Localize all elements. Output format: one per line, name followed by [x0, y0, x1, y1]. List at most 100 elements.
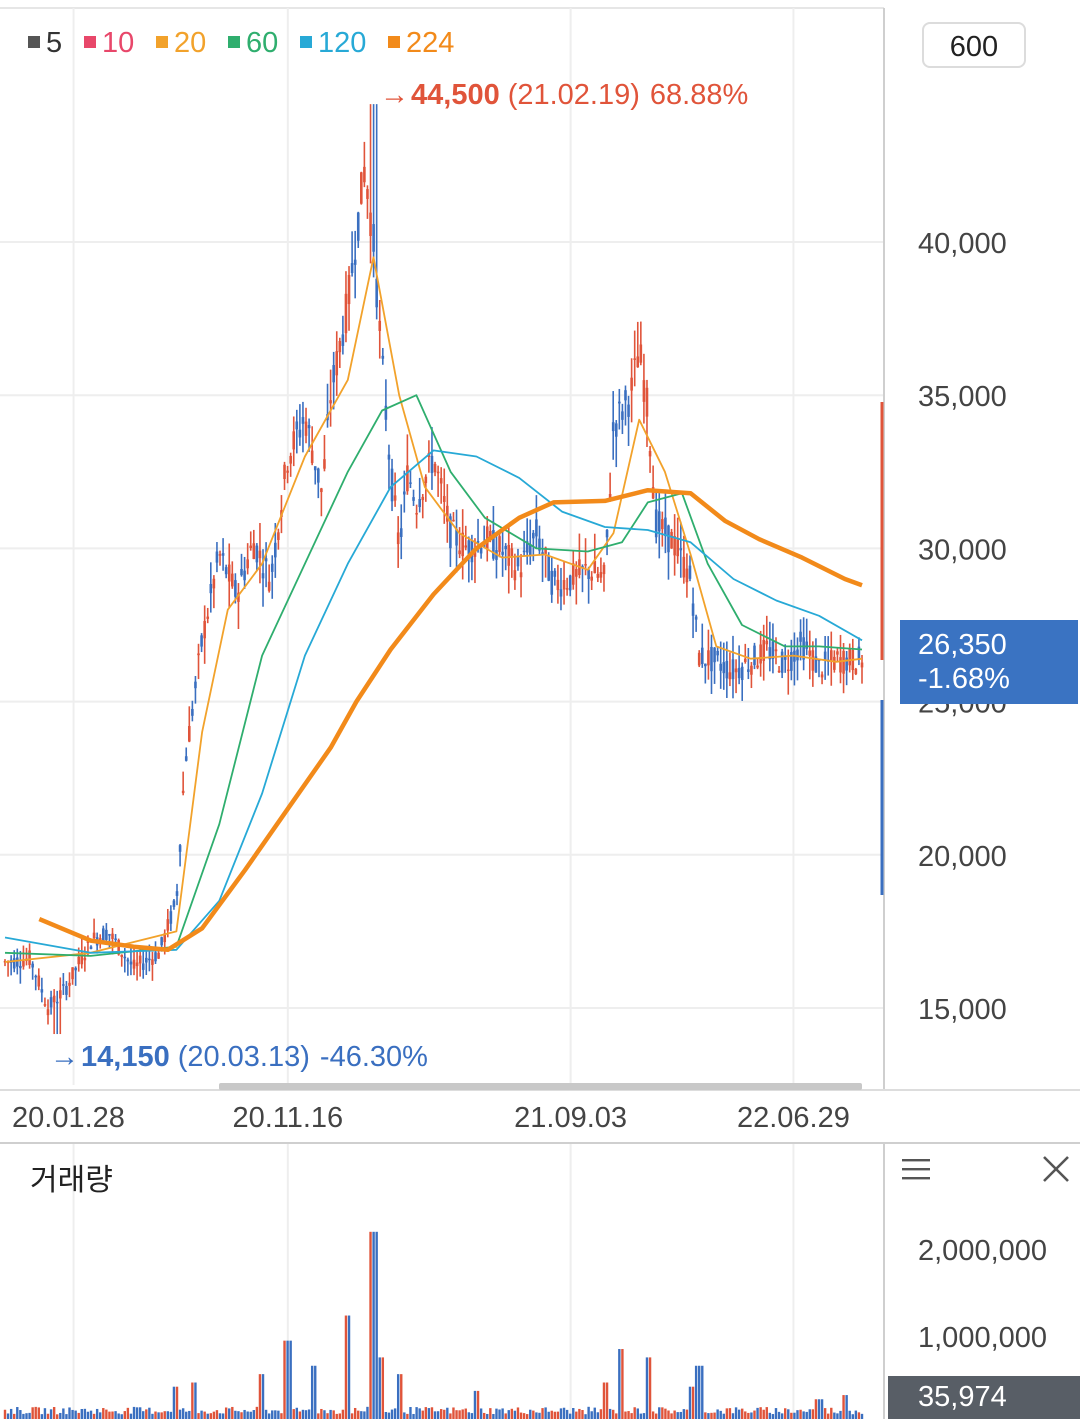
volume-bar [286, 1340, 289, 1419]
candle-body [307, 425, 311, 429]
volume-bar [562, 1407, 566, 1419]
volume-bar [258, 1374, 262, 1419]
candle-body [842, 650, 845, 674]
candle-body [335, 351, 339, 376]
legend[interactable]: 5 10 20 60 120 224 [28, 27, 454, 59]
volume-bar [197, 1413, 200, 1419]
scroll-bar[interactable] [219, 1083, 862, 1090]
candle-body [833, 656, 836, 670]
candle-body [240, 568, 243, 576]
legend-label-5[interactable]: 5 [46, 27, 62, 59]
volume-bar [283, 1340, 286, 1419]
volume-bar [830, 1407, 833, 1419]
candle-body [227, 564, 231, 582]
candle-body [556, 579, 560, 591]
candle-body [209, 584, 213, 594]
candle-body [65, 985, 68, 995]
candle-body [639, 344, 643, 363]
volume-bar [231, 1406, 234, 1419]
volume-bar [568, 1413, 572, 1419]
volume-bar [495, 1408, 498, 1419]
volume-bar [335, 1413, 338, 1419]
candle-body [200, 635, 203, 647]
volume-bar [255, 1406, 259, 1419]
volume-bar [541, 1408, 544, 1419]
candle-body [372, 224, 375, 252]
period-selector[interactable]: 600 [922, 22, 1026, 68]
max-price: 44,500 [411, 79, 500, 111]
menu-icon[interactable] [900, 1153, 932, 1185]
volume-bar [344, 1315, 348, 1419]
volume-bar [375, 1231, 378, 1419]
volume-bar [722, 1413, 725, 1419]
volume-bar [507, 1410, 510, 1419]
legend-label-224[interactable]: 224 [406, 27, 454, 59]
volume-bar [9, 1408, 13, 1419]
candle-body [786, 669, 790, 672]
volume-bar [854, 1410, 858, 1419]
volume-bar [400, 1374, 403, 1419]
candle-body [458, 550, 461, 555]
volume-bar [550, 1410, 553, 1419]
legend-label-60[interactable]: 60 [246, 27, 278, 59]
volume-bar [160, 1412, 163, 1419]
volume-bar [790, 1412, 793, 1419]
volume-bar [317, 1413, 320, 1419]
volume-bar [670, 1413, 673, 1419]
volume-bar [710, 1412, 713, 1419]
candle-body [22, 960, 25, 967]
candle-body [550, 570, 554, 595]
volume-tick-label: 2,000,000 [918, 1235, 1047, 1267]
volume-bar [314, 1365, 317, 1419]
volume-bar [578, 1408, 581, 1419]
candle-body [369, 212, 372, 236]
close-icon[interactable] [1040, 1153, 1072, 1185]
legend-label-120[interactable]: 120 [318, 27, 366, 59]
candle-body [688, 565, 692, 579]
candle-body [734, 668, 738, 673]
candle-body [144, 957, 148, 963]
volume-bar [366, 1406, 369, 1419]
candle-body [74, 967, 77, 971]
candle-body [725, 660, 729, 679]
volume-bar [756, 1407, 759, 1419]
legend-label-20[interactable]: 20 [174, 27, 206, 59]
volume-bar [658, 1407, 661, 1419]
volume-bar [489, 1408, 492, 1419]
volume-bar [734, 1407, 738, 1419]
candle-body [657, 511, 661, 532]
candle-body [759, 644, 762, 664]
volume-bar [13, 1413, 16, 1419]
candle-body [436, 471, 440, 474]
legend-label-10[interactable]: 10 [102, 27, 134, 59]
volume-bar [817, 1399, 821, 1419]
volume-bar [538, 1412, 541, 1419]
volume-bar [529, 1409, 532, 1419]
candle-body [191, 708, 194, 716]
candle-body [154, 952, 157, 962]
legend-swatch [156, 36, 168, 48]
volume-bar [123, 1411, 126, 1419]
candle-body [522, 550, 526, 553]
candle-body [323, 459, 326, 469]
volume-bar [49, 1409, 53, 1419]
volume-bar [418, 1408, 421, 1419]
candle-body [860, 662, 864, 668]
candle-body [553, 570, 557, 577]
volume-bar [108, 1411, 111, 1419]
volume-bar [476, 1390, 480, 1419]
volume-bar [805, 1411, 808, 1419]
candle-body [700, 647, 704, 665]
volume-bar [396, 1374, 400, 1419]
candle-body [442, 496, 446, 502]
volume-bar [621, 1349, 624, 1419]
candle-body [169, 911, 173, 924]
candle-body [839, 657, 842, 673]
candle-body [516, 557, 520, 567]
volume-bar [436, 1411, 440, 1419]
candle-body [507, 544, 511, 566]
ma-line-120 [4, 449, 863, 954]
candle-body [34, 975, 38, 978]
volume-bar [406, 1413, 409, 1419]
